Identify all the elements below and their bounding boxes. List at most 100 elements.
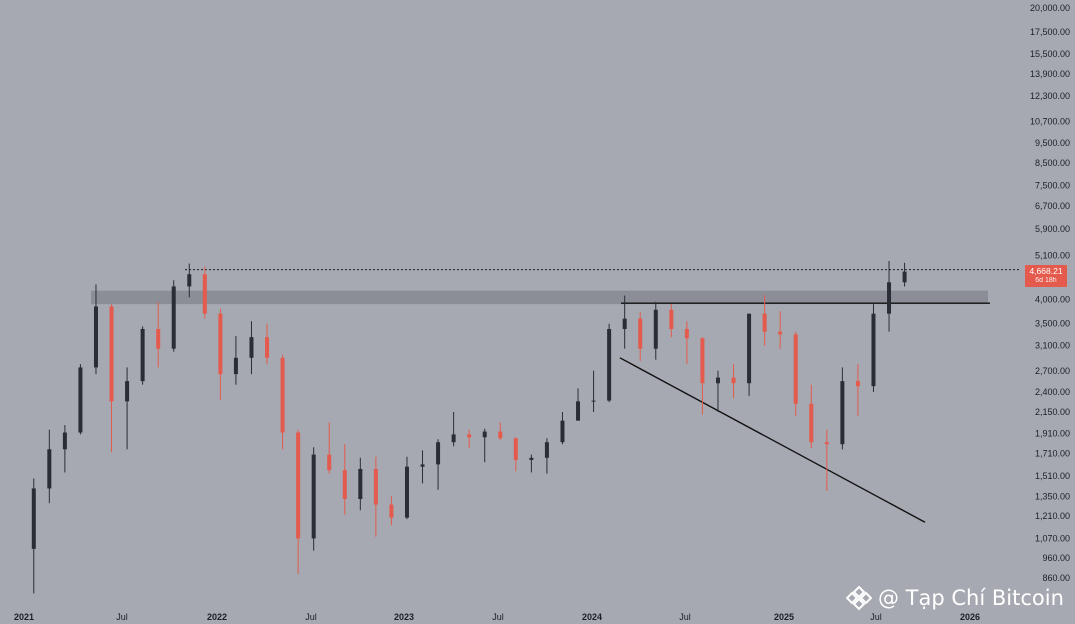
candle [902,262,907,287]
candle [498,422,503,441]
y-tick-label: 7,500.00 [1035,181,1070,191]
candle-body [840,381,845,445]
candle-body [187,274,192,287]
candle-body [62,432,67,450]
candle [715,370,720,413]
candle [31,478,36,594]
candle-body [311,454,316,539]
candle [327,422,332,474]
candle-body [871,313,876,387]
candle [591,370,596,413]
candle-body [607,328,612,401]
y-tick-label: 17,500.00 [1030,27,1070,37]
candle [202,266,207,319]
candle-body [902,271,907,283]
candle-body [218,313,223,375]
candle-body [824,442,829,445]
candle [265,323,270,365]
candle [824,429,829,492]
resistance-zone [91,290,988,305]
candle [420,450,425,484]
candle [358,457,363,511]
candle [731,364,736,399]
watermark: @ Tạp Chí Bitcoin [846,585,1064,611]
y-tick-label: 860.00 [1042,573,1070,583]
x-tick-label: 2023 [394,612,414,622]
x-tick-label: 2025 [774,612,794,622]
candle [669,304,674,338]
y-tick-label: 1,510.00 [1035,471,1070,481]
y-tick-label: 1,910.00 [1035,428,1070,438]
candle-body [560,420,565,443]
candle-body [373,468,378,505]
x-tick-label: Jul [492,612,504,622]
candle [544,438,549,474]
y-tick-label: 5,100.00 [1035,251,1070,261]
candle-body [482,431,487,438]
candle [249,321,254,375]
candle-body [265,337,270,358]
y-tick-label: 2,400.00 [1035,387,1070,397]
candle [778,311,783,349]
descending-trendline [619,357,926,523]
candle-body [700,338,705,384]
y-tick-label: 12,300.00 [1030,91,1070,101]
candle-body [638,318,643,349]
candle [47,429,52,504]
y-tick-label: 15,500.00 [1030,49,1070,59]
candle-body [140,328,145,382]
y-tick-label: 960.00 [1042,553,1070,563]
candle [576,388,581,421]
candle-body [125,381,130,402]
candle [700,337,705,415]
candle-body [622,318,627,329]
candle [871,304,876,393]
y-tick-label: 3,500.00 [1035,319,1070,329]
candle-body [451,434,456,443]
y-tick-label: 1,350.00 [1035,491,1070,501]
y-tick-label: 4,000.00 [1035,295,1070,305]
candle-body [420,464,425,467]
candle-body [762,313,767,332]
candle [607,323,612,403]
candle [280,354,285,450]
candle-body [669,309,674,329]
candle [187,263,192,298]
candle-body [793,334,798,404]
candle-body [809,403,814,443]
watermark-text: @ Tạp Chí Bitcoin [878,586,1064,610]
candle-body [296,432,301,539]
candle-body [358,468,363,500]
x-tick-label: 2022 [207,612,227,622]
candle [887,260,892,332]
candle-body [280,357,285,433]
candle [342,444,347,515]
candle [93,284,98,375]
candle [513,437,518,472]
x-tick-label: Jul [870,612,882,622]
candle [311,447,316,551]
y-tick-label: 20,000.00 [1030,3,1070,13]
candle [436,439,441,490]
candle [62,425,67,473]
candle-body [467,434,472,438]
candle-body [887,282,892,314]
candle [762,295,767,346]
candle-body [513,438,518,460]
y-tick-label: 6,700.00 [1035,201,1070,211]
candle [171,280,176,352]
candle [218,308,223,400]
candle-body [171,286,176,349]
candle-body [249,337,254,358]
candle [747,313,752,396]
y-tick-label: 1,210.00 [1035,511,1070,521]
y-tick-label: 2,700.00 [1035,366,1070,376]
candle [78,364,83,435]
candle [451,412,456,447]
candle-body [47,449,52,489]
candle [125,367,130,450]
y-tick-label: 1,710.00 [1035,448,1070,458]
candle [622,295,627,349]
binance-logo-icon [846,585,872,611]
